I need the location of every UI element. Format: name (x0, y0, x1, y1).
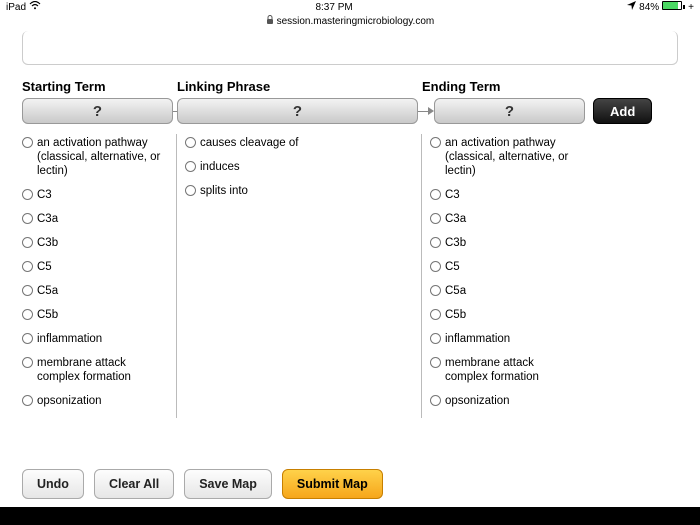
url-bar: session.masteringmicrobiology.com (0, 14, 700, 31)
option-radio-input[interactable] (430, 261, 441, 272)
option-radio-input[interactable] (22, 395, 33, 406)
option-radio-input[interactable] (430, 309, 441, 320)
option-radio[interactable]: opsonization (430, 394, 569, 408)
option-radio-input[interactable] (185, 161, 196, 172)
option-radio[interactable]: membrane attack complex formation (430, 356, 569, 384)
option-radio[interactable]: C3 (430, 188, 569, 202)
header-ending-term: Ending Term (422, 79, 577, 94)
option-radio[interactable]: an activation pathway (classical, altern… (22, 136, 168, 178)
wifi-icon (29, 1, 41, 13)
option-radio[interactable]: C5a (430, 284, 569, 298)
option-label: C3a (445, 212, 466, 226)
option-label: an activation pathway (classical, altern… (37, 136, 168, 178)
option-radio-input[interactable] (22, 237, 33, 248)
option-label: C5a (37, 284, 58, 298)
option-radio-input[interactable] (185, 137, 196, 148)
option-label: C5b (445, 308, 466, 322)
option-radio[interactable]: an activation pathway (classical, altern… (430, 136, 569, 178)
option-label: C3a (37, 212, 58, 226)
option-label: C5 (37, 260, 52, 274)
option-radio[interactable]: C5b (430, 308, 569, 322)
option-radio-input[interactable] (430, 237, 441, 248)
option-label: C3 (37, 188, 52, 202)
option-radio[interactable]: C3 (22, 188, 168, 202)
option-radio[interactable]: opsonization (22, 394, 168, 408)
option-radio-input[interactable] (430, 395, 441, 406)
option-label: C3b (445, 236, 466, 250)
option-radio[interactable]: C5 (22, 260, 168, 274)
option-radio[interactable]: C5a (22, 284, 168, 298)
option-radio-input[interactable] (430, 137, 441, 148)
charging-icon: + (688, 2, 694, 13)
option-label: membrane attack complex formation (445, 356, 569, 384)
option-label: C5 (445, 260, 460, 274)
submit-map-button[interactable]: Submit Map (282, 469, 383, 499)
linking-phrase-slot[interactable]: ? (177, 98, 418, 124)
option-radio-input[interactable] (22, 333, 33, 344)
option-radio-input[interactable] (430, 213, 441, 224)
clear-all-button[interactable]: Clear All (94, 469, 174, 499)
starting-term-options: an activation pathway (classical, altern… (22, 134, 177, 418)
clock: 8:37 PM (315, 2, 352, 13)
header-linking-phrase: Linking Phrase (177, 79, 422, 94)
lock-icon (266, 15, 274, 27)
option-label: causes cleavage of (200, 136, 298, 150)
ending-term-slot[interactable]: ? (434, 98, 585, 124)
footer-strip (0, 507, 700, 525)
option-radio[interactable]: inflammation (430, 332, 569, 346)
option-radio-input[interactable] (22, 213, 33, 224)
option-radio[interactable]: causes cleavage of (185, 136, 413, 150)
location-icon (627, 1, 636, 13)
option-radio-input[interactable] (430, 189, 441, 200)
option-label: C3 (445, 188, 460, 202)
option-radio-input[interactable] (22, 357, 33, 368)
url-host: session.masteringmicrobiology.com (277, 16, 435, 27)
action-bar: Undo Clear All Save Map Submit Map (0, 469, 700, 499)
option-label: inflammation (445, 332, 510, 346)
option-radio-input[interactable] (22, 189, 33, 200)
option-radio-input[interactable] (185, 185, 196, 196)
option-radio[interactable]: C3a (430, 212, 569, 226)
option-radio-input[interactable] (22, 137, 33, 148)
option-radio-input[interactable] (430, 333, 441, 344)
option-radio[interactable]: C3b (22, 236, 168, 250)
option-radio[interactable]: induces (185, 160, 413, 174)
option-label: an activation pathway (classical, altern… (445, 136, 569, 178)
sentence-builder-row: ? ? ? Add (22, 98, 678, 124)
option-label: opsonization (37, 394, 102, 408)
starting-term-slot[interactable]: ? (22, 98, 173, 124)
option-label: membrane attack complex formation (37, 356, 168, 384)
option-label: inflammation (37, 332, 102, 346)
option-radio-input[interactable] (22, 309, 33, 320)
option-label: induces (200, 160, 240, 174)
battery-pct: 84% (639, 2, 659, 13)
option-radio[interactable]: C5 (430, 260, 569, 274)
option-label: C3b (37, 236, 58, 250)
option-label: C5a (445, 284, 466, 298)
ending-term-options: an activation pathway (classical, altern… (422, 134, 577, 418)
option-radio[interactable]: inflammation (22, 332, 168, 346)
option-radio[interactable]: C3b (430, 236, 569, 250)
option-label: opsonization (445, 394, 510, 408)
option-radio-input[interactable] (430, 357, 441, 368)
option-radio-input[interactable] (430, 285, 441, 296)
ios-status-bar: iPad 8:37 PM 84% + (0, 0, 700, 14)
option-label: C5b (37, 308, 58, 322)
device-label: iPad (6, 2, 26, 13)
linking-phrase-options: causes cleavage of induces splits into (177, 134, 422, 418)
option-radio[interactable]: C3a (22, 212, 168, 226)
battery-icon (662, 1, 685, 13)
option-radio[interactable]: membrane attack complex formation (22, 356, 168, 384)
option-radio[interactable]: C5b (22, 308, 168, 322)
option-radio-input[interactable] (22, 261, 33, 272)
option-radio-input[interactable] (22, 285, 33, 296)
add-button[interactable]: Add (593, 98, 652, 124)
undo-button[interactable]: Undo (22, 469, 84, 499)
answer-box[interactable] (22, 31, 678, 65)
save-map-button[interactable]: Save Map (184, 469, 272, 499)
header-starting-term: Starting Term (22, 79, 177, 94)
option-radio[interactable]: splits into (185, 184, 413, 198)
option-label: splits into (200, 184, 248, 198)
